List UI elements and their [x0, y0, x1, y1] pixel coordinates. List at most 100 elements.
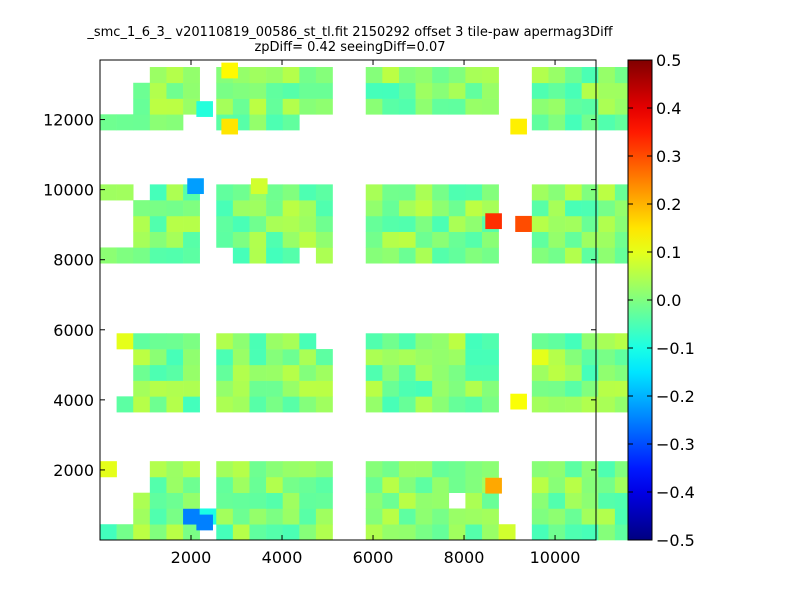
heatmap-cell	[598, 524, 616, 541]
heatmap-cell	[448, 247, 466, 264]
heatmap-cell	[133, 114, 151, 131]
heatmap-cell	[299, 98, 317, 115]
heatmap-cell	[282, 98, 300, 115]
heatmap-cell	[100, 114, 117, 131]
heatmap-cell	[581, 184, 599, 201]
heatmap-cell	[299, 396, 317, 413]
heatmap-cell	[183, 82, 200, 99]
heatmap-cell	[432, 396, 450, 413]
heatmap-cell	[598, 396, 616, 413]
heatmap-cell	[432, 247, 450, 264]
heatmap-cell	[365, 333, 383, 350]
heatmap-cell	[510, 393, 527, 410]
heatmap-cell	[548, 492, 566, 509]
heatmap-cell	[315, 215, 333, 232]
heatmap-cell	[282, 380, 300, 397]
heatmap-cell	[299, 476, 317, 493]
heatmap-cell	[216, 82, 234, 99]
heatmap-cell	[232, 215, 250, 232]
heatmap-cell	[465, 476, 483, 493]
heatmap-cell	[565, 396, 582, 413]
heatmap-cell	[282, 82, 300, 99]
heatmap-cell	[216, 184, 234, 201]
heatmap-cell	[382, 492, 400, 509]
heatmap-cell	[232, 333, 250, 350]
heatmap-cell	[465, 492, 483, 509]
colorbar-axis: 0.5 0.4 0.3 0.2 0.1 0.0 −0.1 −0.2 −0.3 −0.4 −0.5	[628, 51, 695, 550]
heatmap-cell	[465, 215, 483, 232]
heatmap-cell	[299, 461, 317, 478]
heatmap-cell	[565, 98, 582, 115]
heatmap-cell	[382, 215, 400, 232]
heatmap-cell	[133, 98, 151, 115]
heatmap-cell	[133, 492, 151, 509]
heatmap-cell	[531, 396, 549, 413]
heatmap-cell	[531, 364, 549, 381]
heatmap-cell	[465, 508, 483, 525]
heatmap-cell	[382, 67, 400, 84]
x-axis: 2000 4000 6000 8000 10000	[171, 60, 580, 567]
heatmap-cell	[485, 477, 502, 494]
heatmap-cell	[149, 349, 167, 366]
heatmap-cell	[415, 396, 433, 413]
heatmap-cell	[315, 396, 333, 413]
heatmap-cell	[448, 231, 466, 248]
heatmap-cell	[133, 364, 151, 381]
heatmap-cell	[482, 247, 499, 264]
heatmap-cell	[415, 508, 433, 525]
heatmap-cell	[598, 184, 616, 201]
heatmap-cell	[249, 231, 267, 248]
heatmap-cell	[448, 349, 466, 366]
heatmap-cell	[266, 380, 283, 397]
heatmap-cell	[232, 364, 250, 381]
heatmap-cell	[166, 508, 184, 525]
heatmap-cell	[166, 349, 184, 366]
heatmap-cell	[581, 82, 599, 99]
heatmap-cell	[266, 492, 283, 509]
heatmap-cell	[415, 524, 433, 541]
heatmap-cell	[315, 524, 333, 541]
heatmap-cell	[465, 98, 483, 115]
heatmap-cell	[166, 396, 184, 413]
heatmap-cell	[510, 118, 527, 135]
heatmap-cell	[315, 508, 333, 525]
heatmap-cell	[465, 231, 483, 248]
heatmap-cell	[432, 461, 450, 478]
heatmap-cell	[133, 215, 151, 232]
heatmap-cell	[365, 231, 383, 248]
heatmap-cell	[149, 476, 167, 493]
heatmap-cell	[448, 396, 466, 413]
heatmap-cell	[398, 380, 416, 397]
heatmap-cell	[565, 349, 582, 366]
heatmap-cell	[598, 215, 616, 232]
heatmap-cell	[448, 98, 466, 115]
heatmap-cell	[548, 184, 566, 201]
heatmap-cell	[515, 215, 533, 232]
heatmap-cell	[266, 476, 283, 493]
chart-subtitle: zpDiff= 0.42 seeingDiff=0.07	[254, 40, 446, 55]
heatmap-cell	[221, 62, 238, 79]
heatmap-cell	[282, 200, 300, 217]
heatmap-cell	[315, 67, 333, 84]
heatmap-cell	[166, 67, 184, 84]
heatmap-cell	[232, 231, 250, 248]
heatmap-cell	[299, 508, 317, 525]
heatmap-cell	[149, 247, 167, 264]
heatmap-cell	[149, 364, 167, 381]
heatmap-cell	[415, 333, 433, 350]
heatmap-cell	[465, 349, 483, 366]
heatmap-cell	[166, 492, 184, 509]
heatmap-cell	[565, 82, 582, 99]
heatmap-cell	[548, 349, 566, 366]
heatmap-cell	[531, 461, 549, 478]
heatmap-cell	[531, 380, 549, 397]
heatmap-cell	[100, 184, 117, 201]
heatmap-cell	[548, 67, 566, 84]
heatmap-cell	[315, 231, 333, 248]
heatmap-cell	[398, 492, 416, 509]
heatmap-cell	[232, 508, 250, 525]
heatmap-cell	[232, 461, 250, 478]
heatmap-cell	[282, 333, 300, 350]
y-axis: 2000 4000 6000 8000 10000 12000	[43, 111, 596, 480]
heatmap-cell	[266, 349, 283, 366]
